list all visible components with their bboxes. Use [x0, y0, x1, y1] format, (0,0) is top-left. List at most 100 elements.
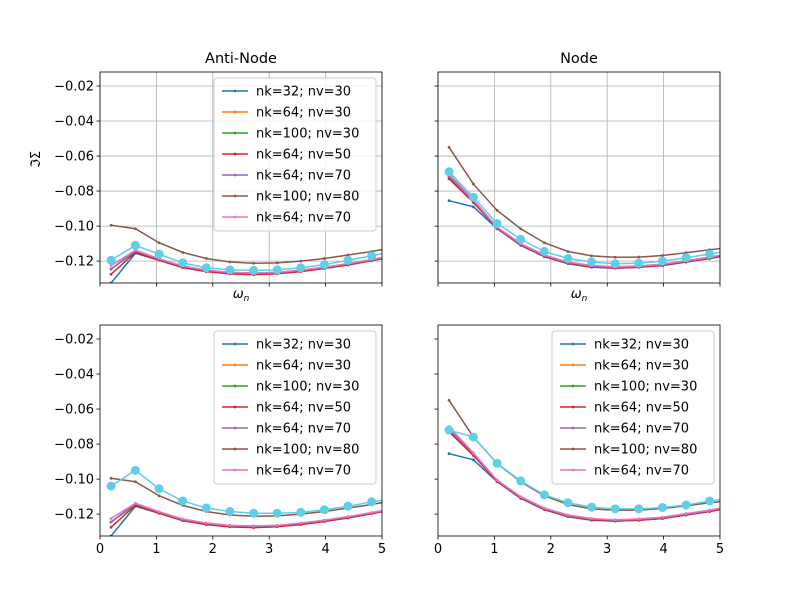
data-point — [228, 260, 232, 264]
axes-frame — [437, 324, 721, 537]
data-point — [516, 476, 526, 486]
data-point — [275, 523, 279, 527]
legend-swatch-marker — [571, 426, 575, 430]
x-tick-label: 2 — [209, 542, 217, 557]
data-point — [468, 192, 478, 202]
axes-frame — [99, 324, 383, 537]
legend-swatch-marker — [233, 89, 237, 93]
data-point — [708, 508, 712, 512]
y-tick-label: −0.04 — [54, 115, 94, 130]
data-point — [610, 259, 620, 269]
x-tick-label: 3 — [603, 542, 611, 557]
y-tick-label: −0.02 — [54, 333, 94, 348]
data-point — [130, 240, 140, 250]
legend-swatch-marker — [571, 468, 575, 472]
subplot-title: Anti-Node — [205, 51, 277, 67]
data-point — [492, 218, 502, 228]
y-tick-label: −0.12 — [54, 508, 94, 523]
data-point — [109, 517, 113, 520]
data-point — [109, 476, 113, 480]
data-point — [249, 508, 259, 518]
legend-label: nk=100; nv=80 — [256, 190, 359, 205]
legend-label: nk=64; nv=70 — [594, 464, 689, 479]
legend-swatch-marker — [233, 215, 237, 219]
legend-label: nk=100; nv=30 — [256, 380, 359, 395]
legend-swatch-marker — [233, 152, 237, 156]
data-point — [516, 234, 526, 244]
data-point — [587, 502, 597, 512]
data-point — [181, 250, 185, 254]
legend-swatch-marker — [233, 194, 237, 198]
data-point — [319, 505, 329, 515]
legend-swatch-marker — [233, 110, 237, 114]
data-point — [705, 249, 715, 259]
legend-swatch-marker — [233, 405, 237, 409]
legend-label: nk=32; nv=30 — [594, 338, 689, 353]
data-point — [681, 500, 691, 510]
data-point — [472, 458, 475, 462]
plot-area — [106, 465, 382, 536]
legend-label: nk=64; nv=70 — [256, 169, 351, 184]
data-point — [447, 145, 451, 149]
legend-swatch-marker — [233, 363, 237, 367]
data-point — [157, 510, 161, 514]
data-point — [134, 227, 137, 231]
subplot-1: Node ωn — [434, 51, 721, 304]
legend: nk=32; nv=30 nk=64; nv=30 nk=100; nv=30 nk=… — [213, 77, 377, 232]
data-point — [225, 506, 235, 516]
data-point — [272, 265, 282, 275]
data-point — [447, 199, 451, 203]
data-point — [519, 227, 523, 231]
data-point — [109, 272, 113, 276]
data-point — [657, 502, 667, 512]
data-point — [134, 480, 137, 484]
data-point — [684, 512, 688, 515]
x-tick-label: 1 — [152, 542, 160, 557]
data-point — [590, 254, 593, 258]
data-point — [299, 521, 303, 525]
data-point — [252, 261, 255, 265]
data-point — [109, 264, 113, 267]
data-point — [130, 465, 140, 475]
legend-label: nk=100; nv=30 — [256, 127, 359, 142]
data-point — [444, 167, 454, 177]
legend-label: nk=64; nv=50 — [594, 401, 689, 416]
data-point — [444, 425, 454, 435]
plot-area — [444, 145, 720, 270]
legend-label: nk=64; nv=70 — [594, 422, 689, 437]
y-tick-label: −0.12 — [54, 255, 94, 270]
data-point — [154, 484, 164, 494]
data-point — [154, 249, 164, 259]
legend-swatch-marker — [233, 173, 237, 177]
subplot-0: −0.02 −0.04 −0.06 −0.08 −0.10 −0.12 Anti-Node ω… — [29, 51, 383, 304]
legend-swatch-marker — [233, 447, 237, 451]
legend-label: nk=64; nv=70 — [256, 464, 351, 479]
data-point — [566, 250, 570, 253]
legend-swatch-marker — [571, 342, 575, 346]
subplot-title: Node — [560, 51, 598, 67]
data-point — [519, 495, 523, 499]
legend-swatch-marker — [233, 342, 237, 346]
legend-swatch-marker — [233, 384, 237, 388]
data-point — [204, 521, 208, 525]
legend-box — [551, 330, 715, 485]
data-point — [542, 241, 546, 245]
data-point — [178, 258, 188, 268]
data-point — [346, 253, 350, 257]
data-point — [225, 265, 235, 275]
data-point — [661, 254, 664, 257]
data-point — [637, 255, 641, 259]
axes-frame — [99, 71, 383, 284]
data-point — [249, 265, 259, 275]
data-point — [539, 246, 549, 256]
data-point — [613, 518, 617, 522]
subplot-3: 0 1 2 3 4 5 nk=32; nv=30 nk=64; nv=30 nk=100; nv… — [434, 324, 724, 557]
data-point — [296, 263, 306, 273]
x-tick-label: 4 — [659, 542, 667, 557]
data-point — [542, 506, 546, 510]
data-point — [228, 523, 232, 527]
data-point — [472, 182, 475, 186]
data-point — [634, 258, 644, 268]
data-point — [343, 501, 353, 511]
data-point — [343, 255, 353, 265]
